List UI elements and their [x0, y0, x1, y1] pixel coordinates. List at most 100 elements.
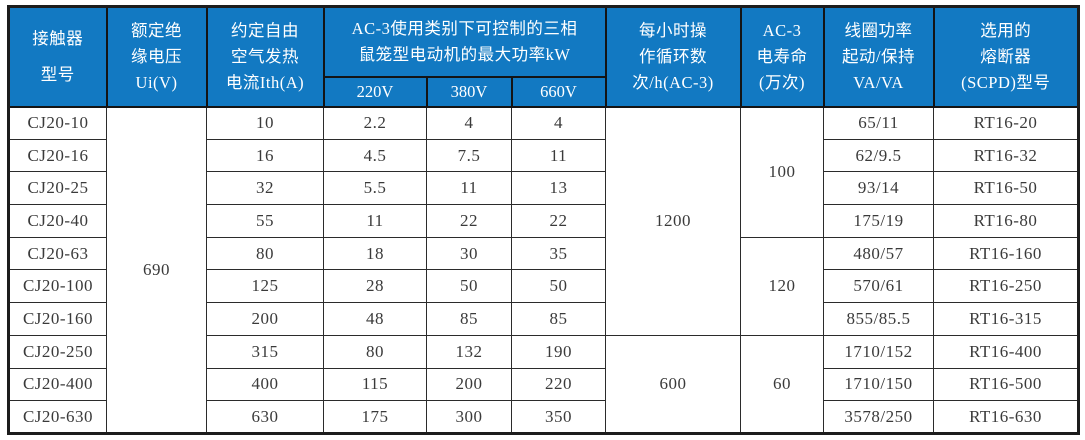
cell-p220: 4.5 — [323, 138, 427, 173]
cell-p220: 11 — [323, 204, 427, 238]
header-line: 作循环数 — [639, 47, 707, 67]
header-rated-insulation-voltage: 额定绝 缘电压 Ui(V) — [105, 5, 208, 108]
cell-ith: 80 — [206, 236, 324, 271]
cell-p220: 28 — [323, 269, 427, 304]
header-line: 次/h(AC-3) — [632, 73, 714, 93]
cell-model: CJ20-250 — [8, 334, 107, 369]
table-row: CJ20-16 16 4.5 7.5 11 62/9.5 RT16-32 — [8, 138, 1079, 173]
cell-p220: 115 — [323, 367, 427, 402]
cell-coil: 1710/150 — [823, 367, 934, 402]
header-line: VA/VA — [853, 73, 904, 93]
header-line: (SCPD)型号 — [961, 73, 1051, 93]
header-line: 约定自由 — [231, 21, 299, 41]
cell-fuse: RT16-80 — [933, 204, 1079, 238]
cell-model: CJ20-400 — [8, 367, 107, 402]
cell-coil: 855/85.5 — [823, 302, 934, 336]
header-cycles-per-hour: 每小时操 作循环数 次/h(AC-3) — [604, 5, 742, 108]
cell-fuse: RT16-160 — [933, 236, 1079, 271]
cell-coil: 3578/250 — [823, 400, 934, 434]
table-row: CJ20-160 200 48 85 85 855/85.5 RT16-315 — [8, 302, 1079, 336]
cell-p380: 30 — [426, 236, 512, 271]
header-line: 接触器 — [32, 29, 84, 49]
table-row: CJ20-100 125 28 50 50 570/61 RT16-250 — [8, 269, 1079, 304]
table-body: CJ20-10 690 10 2.2 4 4 1200 100 65/11 RT… — [8, 106, 1079, 434]
cell-ith: 10 — [206, 106, 324, 140]
cell-fuse: RT16-630 — [933, 400, 1079, 434]
cell-coil: 175/19 — [823, 204, 934, 238]
header-line: 缘电压 — [131, 47, 182, 67]
header-line: AC-3 — [762, 21, 802, 41]
cell-p220: 5.5 — [323, 171, 427, 206]
cell-p660: 85 — [511, 302, 606, 336]
cell-model: CJ20-16 — [8, 138, 107, 173]
cell-ith: 32 — [206, 171, 324, 206]
header-thermal-current: 约定自由 空气发热 电流Ith(A) — [205, 5, 325, 108]
cell-coil: 570/61 — [823, 269, 934, 304]
table-row: CJ20-63 80 18 30 35 120 480/57 RT16-160 — [8, 236, 1079, 336]
cell-p220: 18 — [323, 236, 427, 271]
cell-fuse: RT16-32 — [933, 138, 1079, 173]
cell-p380: 132 — [426, 334, 512, 369]
header-contactor-model: 接触器 型号 — [7, 5, 108, 108]
header-220v: 220V — [322, 75, 428, 108]
table-row: CJ20-25 32 5.5 11 13 93/14 RT16-50 — [8, 171, 1079, 206]
header-line: 电流Ith(A) — [225, 73, 305, 93]
cell-p380: 22 — [426, 204, 512, 238]
header-line: 选用的 — [980, 21, 1032, 41]
table-row: CJ20-400 400 115 200 220 1710/150 RT16-5… — [8, 367, 1079, 402]
table-row: CJ20-630 630 175 300 350 3578/250 RT16-6… — [8, 400, 1079, 434]
cell-coil: 93/14 — [823, 171, 934, 206]
cell-p660: 220 — [511, 367, 606, 402]
cell-model: CJ20-630 — [8, 400, 107, 434]
cell-ith: 125 — [206, 269, 324, 304]
table-header: 接触器 型号 额定绝 缘电压 Ui(V) 约定自由 空气发热 电流Ith — [7, 5, 1080, 108]
cell-fuse: RT16-315 — [933, 302, 1079, 336]
header-line: 空气发热 — [231, 47, 299, 67]
cell-model: CJ20-63 — [8, 236, 107, 271]
header-line: 起动/保持 — [841, 47, 916, 67]
cell-p220: 2.2 — [323, 106, 427, 140]
cell-ith: 315 — [206, 334, 324, 369]
cell-life-merged: 100 — [740, 106, 824, 238]
header-line: 鼠笼型电动机的最大功率kW — [358, 45, 571, 65]
header-line: 电寿命 — [756, 47, 808, 67]
cell-ith: 16 — [206, 138, 324, 173]
cell-coil: 62/9.5 — [823, 138, 934, 173]
cell-p660: 350 — [511, 400, 606, 434]
cell-model: CJ20-10 — [8, 106, 107, 140]
header-line: 型号 — [40, 65, 75, 85]
header-380v: 380V — [425, 75, 513, 108]
cell-life-merged: 60 — [740, 334, 824, 434]
cell-p660: 4 — [511, 106, 606, 140]
table-row: CJ20-10 690 10 2.2 4 4 1200 100 65/11 RT… — [8, 106, 1079, 434]
cell-p660: 13 — [511, 171, 606, 206]
cell-model: CJ20-160 — [8, 302, 107, 336]
cell-fuse: RT16-250 — [933, 269, 1079, 304]
table-row: CJ20-40 55 11 22 22 175/19 RT16-80 — [8, 204, 1079, 238]
header-coil-power: 线圈功率 起动/保持 VA/VA — [822, 5, 935, 108]
cell-coil: 1710/152 — [823, 334, 934, 369]
cell-ith: 200 — [206, 302, 324, 336]
cell-p380: 4 — [426, 106, 512, 140]
contactor-spec-table: 接触器 型号 额定绝 缘电压 Ui(V) 约定自由 空气发热 电流Ith — [7, 5, 1080, 435]
cell-model: CJ20-25 — [8, 171, 107, 206]
header-line: 额定绝 — [131, 21, 182, 41]
table-row: CJ20-250 315 80 132 190 600 60 1710/152 … — [8, 334, 1079, 434]
cell-coil: 480/57 — [823, 236, 934, 271]
header-660v: 660V — [510, 75, 607, 108]
cell-p660: 190 — [511, 334, 606, 369]
header-row-main: 接触器 型号 额定绝 缘电压 Ui(V) 约定自由 空气发热 电流Ith — [7, 5, 1080, 108]
cell-cycles-merged: 600 — [605, 334, 741, 434]
header-line: AC-3使用类别下可控制的三相 — [351, 19, 578, 39]
header-fuse-scpd: 选用的 熔断器 (SCPD)型号 — [932, 5, 1080, 108]
cell-p220: 80 — [323, 334, 427, 369]
header-line: Ui(V) — [135, 73, 178, 93]
cell-p220: 175 — [323, 400, 427, 434]
cell-p380: 200 — [426, 367, 512, 402]
cell-fuse: RT16-20 — [933, 106, 1079, 140]
header-electrical-life: AC-3 电寿命 (万次) — [739, 5, 825, 108]
cell-ui-merged: 690 — [106, 106, 207, 434]
cell-p660: 35 — [511, 236, 606, 271]
header-line: 线圈功率 — [844, 21, 913, 41]
